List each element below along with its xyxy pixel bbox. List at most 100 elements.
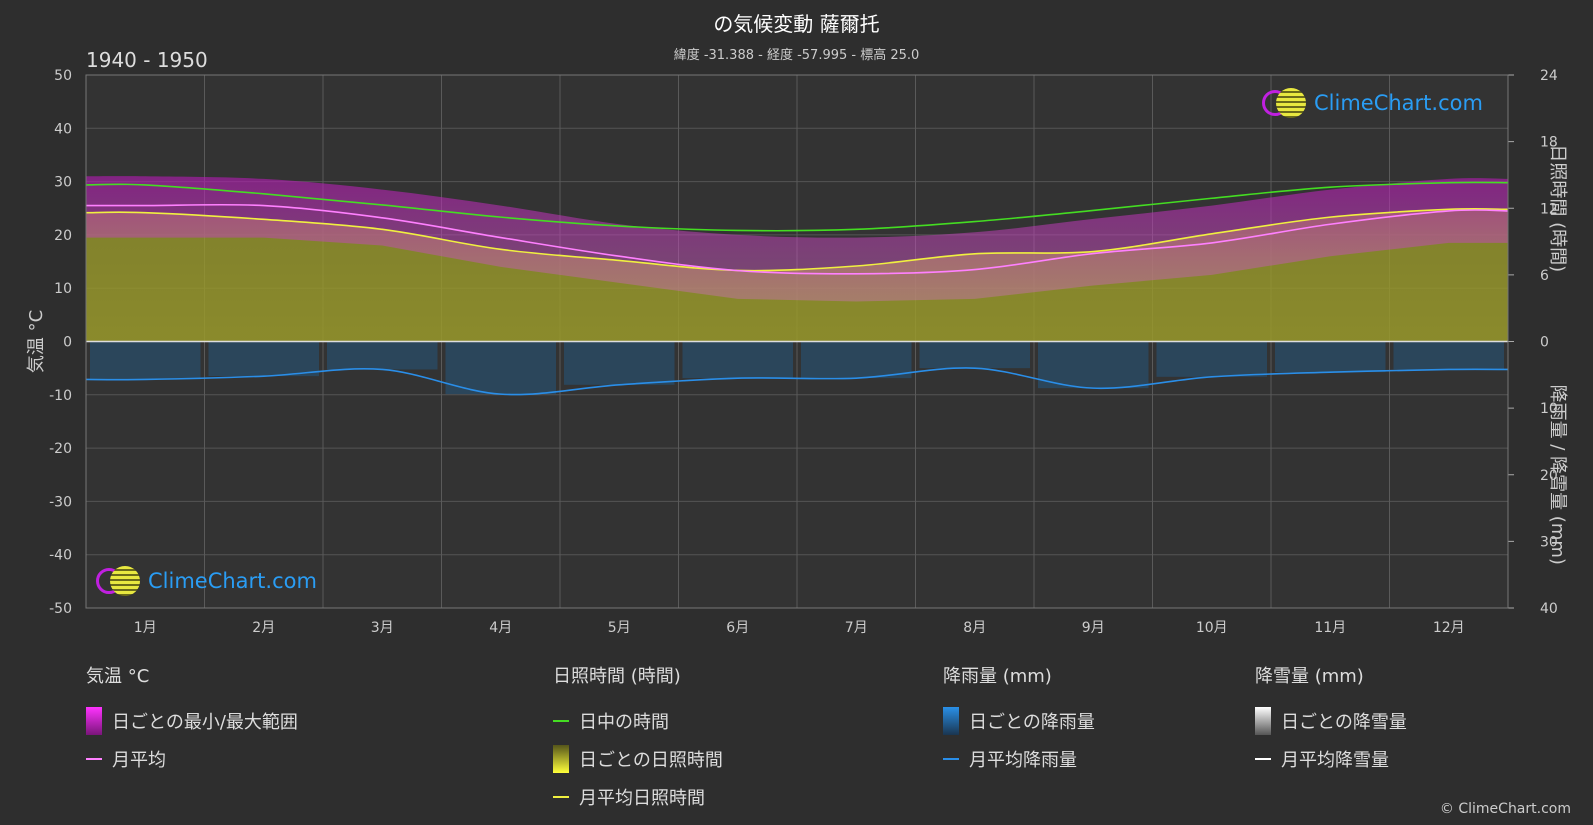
temp-tick-label: 10 bbox=[54, 281, 72, 297]
rain-mean-line bbox=[85, 367, 1509, 396]
temp-tick-label: 0 bbox=[63, 335, 72, 351]
snow-swatch bbox=[1255, 707, 1271, 735]
temp-tick-label: 40 bbox=[54, 121, 72, 137]
temp-tick-label: -20 bbox=[49, 441, 72, 457]
rain-bar bbox=[327, 341, 438, 370]
month-label: 5月 bbox=[608, 620, 631, 636]
sun-tick-label: 12 bbox=[1540, 201, 1558, 217]
month-label: 11月 bbox=[1314, 620, 1346, 636]
sun-tick-label: 6 bbox=[1540, 268, 1549, 284]
plot-border bbox=[85, 74, 1509, 609]
temp-tick-label: 20 bbox=[54, 228, 72, 244]
rain-tick-label: 10 bbox=[1540, 401, 1558, 417]
snow-mean-swatch bbox=[1255, 758, 1271, 760]
month-label: 2月 bbox=[252, 620, 275, 636]
month-label: 8月 bbox=[963, 620, 986, 636]
legend-heading: 日照時間 (時間) bbox=[553, 666, 681, 687]
month-label: 12月 bbox=[1433, 620, 1465, 636]
legend-item-sunshine-mean: 月平均日照時間 bbox=[553, 778, 723, 816]
month-label: 7月 bbox=[845, 620, 868, 636]
legend-heading: 降雪量 (mm) bbox=[1255, 666, 1364, 687]
range-swatch bbox=[86, 707, 102, 735]
legend-item-temp-range: 日ごとの最小/最大範囲 bbox=[86, 702, 298, 740]
rain-bar bbox=[682, 341, 793, 379]
rain-bar bbox=[90, 341, 201, 380]
rain-mean-swatch bbox=[943, 758, 959, 760]
legend-heading: 気温 °C bbox=[86, 666, 150, 687]
temperature-range-band bbox=[86, 176, 1508, 302]
sunshine-swatch bbox=[553, 745, 569, 773]
temp-tick-label: -10 bbox=[49, 388, 72, 404]
legend-item-daily-rain: 日ごとの降雨量 bbox=[943, 702, 1095, 740]
month-label: 4月 bbox=[489, 620, 512, 636]
legend-item-temp-mean: 月平均 bbox=[86, 740, 298, 778]
legend-item-daily-snow: 日ごとの降雪量 bbox=[1255, 702, 1407, 740]
legend-sunshine: 日照時間 (時間) 日中の時間 日ごとの日照時間 月平均日照時間 bbox=[553, 662, 723, 816]
legend-item-daylight: 日中の時間 bbox=[553, 702, 723, 740]
rain-bar bbox=[1393, 341, 1504, 370]
sun-tick-label: 24 bbox=[1540, 68, 1558, 84]
sun-tick-label: 0 bbox=[1540, 335, 1549, 351]
copyright: © ClimeChart.com bbox=[1439, 801, 1571, 817]
legend-label: 月平均降雪量 bbox=[1281, 750, 1389, 771]
rain-bar bbox=[1275, 341, 1386, 373]
axes: 50 40 30 20 10 0 -10 -20 -30 -40 -50 24 18 12 6 0 10 20 30… bbox=[26, 68, 1568, 636]
legend-snow: 降雪量 (mm) 日ごとの降雪量 月平均降雪量 bbox=[1255, 662, 1407, 778]
right-bottom-axis-title: 降雨量 / 降雪量 (mm) bbox=[1547, 385, 1568, 565]
temp-tick-label: -30 bbox=[49, 494, 72, 510]
legend-temperature: 気温 °C 日ごとの最小/最大範囲 月平均 bbox=[86, 662, 298, 778]
month-label: 3月 bbox=[371, 620, 394, 636]
brand-logo-bottom[interactable]: ClimeChart.com bbox=[96, 564, 317, 598]
chart-subtitle: 緯度 -31.388 - 経度 -57.995 - 標高 25.0 bbox=[673, 48, 920, 63]
month-label: 10月 bbox=[1196, 620, 1228, 636]
rain-bar bbox=[445, 341, 556, 395]
plot-area bbox=[85, 176, 1509, 396]
legend-label: 月平均降雨量 bbox=[969, 750, 1077, 771]
legend-rain: 降雨量 (mm) 日ごとの降雨量 月平均降雨量 bbox=[943, 662, 1095, 778]
rain-bar bbox=[801, 341, 912, 379]
legend-label: 日ごとの日照時間 bbox=[579, 750, 723, 771]
brand-name: ClimeChart.com bbox=[148, 569, 317, 593]
climechart-logo-icon bbox=[1262, 86, 1308, 120]
legend-label: 日ごとの降雨量 bbox=[969, 712, 1095, 733]
sunshine-mean-swatch bbox=[553, 796, 569, 798]
legend-label: 月平均 bbox=[112, 750, 166, 771]
daylight-line bbox=[85, 181, 1509, 232]
brand-logo-top[interactable]: ClimeChart.com bbox=[1262, 86, 1483, 120]
month-label: 1月 bbox=[134, 620, 157, 636]
legend-label: 日ごとの降雪量 bbox=[1281, 712, 1407, 733]
month-label: 6月 bbox=[726, 620, 749, 636]
sunshine-mean-line bbox=[85, 207, 1509, 272]
rain-bar bbox=[564, 341, 675, 385]
legend-label: 月平均日照時間 bbox=[579, 788, 705, 809]
temp-tick-label: -40 bbox=[49, 548, 72, 564]
rain-bar bbox=[208, 341, 319, 377]
period-label: 1940 - 1950 bbox=[86, 48, 208, 72]
legend-heading: 降雨量 (mm) bbox=[943, 666, 1052, 687]
legend-item-rain-mean: 月平均降雨量 bbox=[943, 740, 1095, 778]
temperature-mean-line bbox=[86, 203, 1509, 275]
temp-tick-label: -50 bbox=[49, 601, 72, 617]
temp-tick-label: 50 bbox=[54, 68, 72, 84]
legend-label: 日ごとの最小/最大範囲 bbox=[112, 712, 298, 733]
legend-item-daily-sunshine: 日ごとの日照時間 bbox=[553, 740, 723, 778]
legend-item-snow-mean: 月平均降雪量 bbox=[1255, 740, 1407, 778]
rain-tick-label: 40 bbox=[1540, 601, 1558, 617]
left-axis-title: 気温 °C bbox=[26, 310, 47, 373]
month-label: 9月 bbox=[1082, 620, 1105, 636]
right-top-axis-title: 日照時間 (時間) bbox=[1547, 144, 1568, 272]
sun-tick-label: 18 bbox=[1540, 135, 1558, 151]
rain-bar bbox=[919, 341, 1030, 369]
brand-name: ClimeChart.com bbox=[1314, 91, 1483, 115]
rain-tick-label: 30 bbox=[1540, 534, 1558, 550]
chart-title: の気候変動 薩爾托 bbox=[713, 12, 880, 36]
daylight-swatch bbox=[553, 720, 569, 722]
rain-tick-label: 20 bbox=[1540, 468, 1558, 484]
temp-tick-label: 30 bbox=[54, 175, 72, 191]
legend-label: 日中の時間 bbox=[579, 712, 669, 733]
rain-swatch bbox=[943, 707, 959, 735]
rain-bar bbox=[1156, 341, 1267, 377]
climechart-logo-icon bbox=[96, 564, 142, 598]
mean-swatch bbox=[86, 758, 102, 760]
